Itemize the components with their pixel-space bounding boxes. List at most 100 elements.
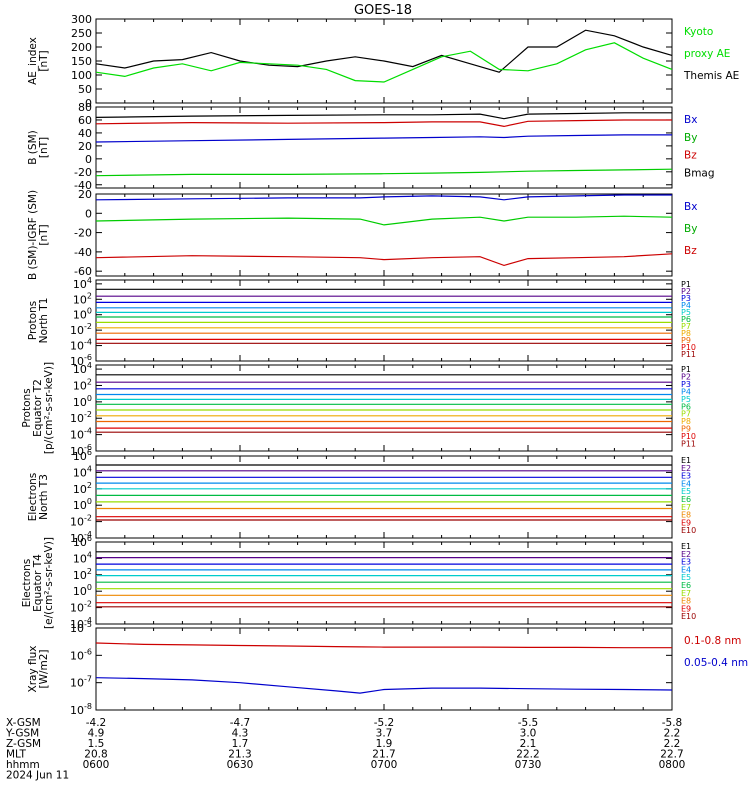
legend-entry: Bx bbox=[684, 201, 697, 213]
legend-entry: P10 bbox=[681, 432, 696, 441]
legend-entry: P8 bbox=[681, 329, 691, 338]
x-row-label: MLT bbox=[6, 749, 26, 761]
legend-entry: Bmag bbox=[684, 167, 715, 179]
series-0-05-0-4-nm bbox=[95, 677, 673, 694]
series-bz bbox=[95, 119, 672, 128]
y-tick-label: -40 bbox=[74, 246, 92, 259]
plot-title: GOES-18 bbox=[354, 3, 412, 18]
y-axis-label: Equator T4 bbox=[32, 554, 44, 612]
y-tick-label: -60 bbox=[74, 265, 92, 278]
y-axis-label: [e/(cm²-s-sr-keV)] bbox=[43, 537, 55, 629]
legend-entry: E8 bbox=[681, 511, 691, 520]
legend-entry: P11 bbox=[681, 350, 696, 359]
y-axis-label: Electrons bbox=[27, 473, 39, 522]
legend-entry: proxy AE bbox=[684, 48, 730, 60]
x-tick-label: 1.9 bbox=[376, 738, 393, 750]
legend-entry: P7 bbox=[681, 322, 691, 331]
legend-entry: P6 bbox=[681, 402, 691, 411]
x-tick-label: 4.9 bbox=[88, 728, 105, 740]
legend-entry: P7 bbox=[681, 410, 691, 419]
x-row-label: X-GSM bbox=[6, 717, 41, 729]
x-tick-label: -5.2 bbox=[374, 717, 395, 729]
legend-entry: P11 bbox=[681, 440, 696, 449]
x-tick-label: 2.2 bbox=[664, 728, 681, 740]
legend-entry: E9 bbox=[681, 518, 691, 527]
x-tick-label: 1.5 bbox=[88, 738, 105, 750]
y-tick-label: 0 bbox=[85, 207, 92, 220]
legend-entry: P1 bbox=[681, 365, 691, 374]
x-row-label: Z-GSM bbox=[6, 738, 41, 750]
legend-entry: E5 bbox=[681, 573, 691, 582]
legend-entry: E2 bbox=[681, 464, 691, 473]
y-tick-label: -40 bbox=[74, 179, 92, 192]
x-tick-label: 22.2 bbox=[516, 749, 539, 761]
y-axis-label: North T3 bbox=[38, 474, 50, 520]
legend-entry: Themis AE bbox=[683, 70, 739, 82]
legend-entry: E3 bbox=[681, 558, 691, 567]
x-tick-label: 22.7 bbox=[660, 749, 683, 761]
legend-entry: E9 bbox=[681, 604, 691, 613]
legend-entry: P5 bbox=[681, 395, 691, 404]
legend-entry: P2 bbox=[681, 372, 691, 381]
y-tick-label: 20 bbox=[78, 140, 92, 153]
y-tick-label: -20 bbox=[74, 166, 92, 179]
y-axis-label: [p/(cm²-s-sr-keV)] bbox=[43, 362, 55, 454]
x-tick-label: 21.7 bbox=[372, 749, 395, 761]
y-axis-label: Equator T2 bbox=[32, 379, 44, 437]
legend-entry: E2 bbox=[681, 550, 691, 559]
y-tick-label: 250 bbox=[71, 27, 92, 40]
legend-entry: P2 bbox=[681, 287, 691, 296]
series-bz bbox=[95, 253, 673, 267]
y-tick-label: 60 bbox=[78, 114, 92, 127]
y-tick-label: 0 bbox=[85, 97, 92, 110]
x-axis-table: X-GSM -4.2 -4.7 -5.2 -5.5 -5.8 Y-GSM 4.9 4.3 3.7 3… bbox=[5, 717, 685, 782]
legend-entry: P5 bbox=[681, 308, 691, 317]
legend-entry: E7 bbox=[681, 503, 691, 512]
y-tick-label: 200 bbox=[71, 41, 92, 54]
x-row-label: hhmm bbox=[6, 759, 40, 771]
legend-entry: P4 bbox=[681, 387, 691, 396]
legend-entry: E5 bbox=[681, 487, 691, 496]
series-by bbox=[95, 215, 673, 226]
y-axis-label: B (SM)-IGRF (SM) bbox=[27, 190, 39, 280]
legend-entry: E8 bbox=[681, 597, 691, 606]
legend-entry: E4 bbox=[681, 565, 691, 574]
series-bmag bbox=[95, 112, 672, 120]
legend-entry: Bz bbox=[684, 150, 697, 162]
legend-entry: P9 bbox=[681, 425, 691, 434]
legend-entry: 0.1-0.8 nm bbox=[684, 635, 741, 647]
x-tick-label: 21.3 bbox=[228, 749, 251, 761]
y-tick-label: -20 bbox=[74, 227, 92, 240]
y-axis-label: Electrons bbox=[21, 559, 33, 608]
legend-entry: P3 bbox=[681, 294, 691, 303]
x-tick-label: 0730 bbox=[515, 759, 542, 771]
x-tick-label: -4.7 bbox=[230, 717, 251, 729]
legend-entry: Bz bbox=[684, 245, 697, 257]
y-axis-label: Protons bbox=[27, 301, 39, 340]
x-tick-label: -4.2 bbox=[86, 717, 107, 729]
y-axis-label: Protons bbox=[21, 388, 33, 427]
y-axis-label: AE_index bbox=[27, 37, 39, 85]
x-tick-label: 0600 bbox=[83, 759, 110, 771]
y-tick-label: 100 bbox=[71, 69, 92, 82]
legend-entry: E1 bbox=[681, 456, 691, 465]
x-tick-label: 3.0 bbox=[520, 728, 537, 740]
legend-entry: P6 bbox=[681, 315, 691, 324]
x-tick-label: 0700 bbox=[371, 759, 398, 771]
series-0-1-0-8-nm bbox=[95, 642, 672, 649]
legend-entry: Kyoto bbox=[684, 26, 713, 38]
legend-entry: E3 bbox=[681, 472, 691, 481]
legend-entry: P10 bbox=[681, 343, 696, 352]
y-axis-label: North T1 bbox=[38, 298, 50, 344]
legend-entry: P1 bbox=[681, 280, 691, 289]
legend-entry: E7 bbox=[681, 589, 691, 598]
x-tick-label: 4.3 bbox=[232, 728, 249, 740]
x-tick-label: 0800 bbox=[659, 759, 686, 771]
legend-entry: By bbox=[684, 223, 697, 235]
legend-entry: P8 bbox=[681, 417, 691, 426]
